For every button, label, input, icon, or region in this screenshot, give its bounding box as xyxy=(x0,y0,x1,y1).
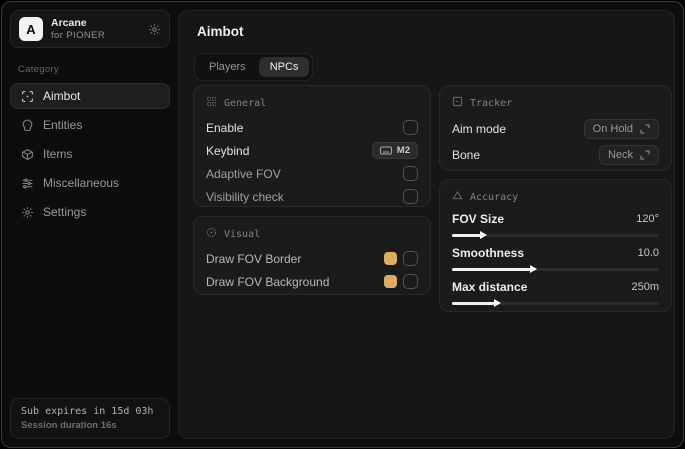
sidebar-item-label: Settings xyxy=(43,205,87,219)
eye-icon xyxy=(206,227,217,241)
panel-title: Accuracy xyxy=(470,191,519,203)
slider-group-max-distance: Max distance 250m xyxy=(452,278,659,308)
enable-checkbox[interactable] xyxy=(403,120,418,135)
sidebar-item-label: Miscellaneous xyxy=(43,176,120,190)
fov-background-color-swatch[interactable] xyxy=(384,275,397,288)
fov-size-slider[interactable] xyxy=(452,231,659,240)
tab-npcs[interactable]: NPCs xyxy=(258,57,310,77)
setting-row-fov-border: Draw FOV Border xyxy=(206,247,418,270)
cube-icon xyxy=(20,148,34,161)
slider-value: 10.0 xyxy=(637,247,659,259)
max-distance-slider[interactable] xyxy=(452,299,659,308)
panel-visual: Visual Draw FOV Border Draw FOV Backgrou… xyxy=(193,216,431,295)
slider-label: Max distance xyxy=(452,280,528,294)
setting-label: Draw FOV Border xyxy=(206,251,302,266)
adaptive-fov-checkbox[interactable] xyxy=(403,166,418,181)
fov-background-checkbox[interactable] xyxy=(403,274,418,289)
subscription-card: Sub expires in 15d 03h Session duration … xyxy=(10,398,170,439)
setting-row-visibility-check: Visibility check xyxy=(206,185,418,208)
slider-thumb[interactable] xyxy=(494,299,502,307)
panel-tracker-header: Tracker xyxy=(452,96,659,110)
brand-subtitle: for PIONER xyxy=(51,29,106,41)
setting-label: Draw FOV Background xyxy=(206,274,330,289)
brand-card: A Arcane for PIONER xyxy=(10,10,170,48)
sidebar: A Arcane for PIONER Category Aimbot xyxy=(2,2,178,447)
visibility-check-checkbox[interactable] xyxy=(403,189,418,204)
category-label: Category xyxy=(18,64,59,75)
panel-general: General Enable Keybind M2 Adaptive FOV V… xyxy=(193,85,431,207)
scan-frame-icon xyxy=(452,96,463,110)
slider-group-smoothness: Smoothness 10.0 xyxy=(452,244,659,274)
setting-label: Adaptive FOV xyxy=(206,166,281,181)
panel-general-header: General xyxy=(206,96,418,110)
setting-label: Enable xyxy=(206,120,244,135)
skull-icon xyxy=(20,119,34,132)
fov-border-checkbox[interactable] xyxy=(403,251,418,266)
bone-select[interactable]: Neck xyxy=(598,145,659,165)
gear-icon xyxy=(20,206,34,219)
grid-icon xyxy=(206,96,217,110)
setting-row-enable: Enable xyxy=(206,116,418,139)
aim-mode-value: On Hold xyxy=(592,123,633,135)
sliders-icon xyxy=(20,177,34,190)
sidebar-item-label: Aimbot xyxy=(43,89,81,103)
panel-title: General xyxy=(224,97,267,109)
setting-label: Visibility check xyxy=(206,189,284,204)
smoothness-slider[interactable] xyxy=(452,265,659,274)
panel-accuracy: Accuracy FOV Size 120° Smoothness 10.0 xyxy=(439,179,672,312)
bone-value: Neck xyxy=(607,149,633,161)
sidebar-item-entities[interactable]: Entities xyxy=(10,112,170,138)
sidebar-nav: Aimbot Entities Items Miscellaneous xyxy=(10,83,170,225)
panel-title: Tracker xyxy=(470,97,513,109)
expand-icon xyxy=(640,124,650,134)
sidebar-item-settings[interactable]: Settings xyxy=(10,199,170,225)
crosshair-scan-icon xyxy=(20,90,34,103)
brand-name: Arcane xyxy=(51,16,87,29)
slider-value: 120° xyxy=(636,213,659,225)
setting-row-bone: Bone Neck xyxy=(452,142,659,168)
setting-row-aim-mode: Aim mode On Hold xyxy=(452,116,659,142)
slider-label: FOV Size xyxy=(452,212,505,226)
setting-row-fov-background: Draw FOV Background xyxy=(206,270,418,293)
sidebar-item-aimbot[interactable]: Aimbot xyxy=(10,83,170,109)
setting-label: Bone xyxy=(452,148,481,162)
panel-title: Visual xyxy=(224,228,261,240)
fov-border-color-swatch[interactable] xyxy=(384,252,397,265)
sidebar-item-label: Items xyxy=(43,147,73,161)
panel-visual-header: Visual xyxy=(206,227,418,241)
keyboard-icon xyxy=(379,146,392,155)
expand-icon xyxy=(640,150,650,160)
sub-expiry-text: Sub expires in 15d 03h xyxy=(21,406,154,417)
aim-mode-select[interactable]: On Hold xyxy=(583,119,659,139)
slider-thumb[interactable] xyxy=(529,265,537,273)
setting-row-keybind: Keybind M2 xyxy=(206,139,418,162)
slider-value: 250m xyxy=(631,281,659,293)
sidebar-item-miscellaneous[interactable]: Miscellaneous xyxy=(10,170,170,196)
brand-text: Arcane for PIONER xyxy=(51,17,140,42)
gear-icon[interactable] xyxy=(148,23,161,36)
app-logo: A xyxy=(19,17,43,41)
keybind-value: M2 xyxy=(396,145,410,156)
page-title: Aimbot xyxy=(197,24,244,39)
slider-label: Smoothness xyxy=(452,246,525,260)
slider-thumb[interactable] xyxy=(479,231,487,239)
session-duration-text: Session duration 16s xyxy=(21,420,117,431)
main-content: Aimbot Players NPCs General Enable Keybi… xyxy=(178,10,675,439)
slider-group-fov-size: FOV Size 120° xyxy=(452,210,659,240)
sidebar-item-items[interactable]: Items xyxy=(10,141,170,167)
keybind-button[interactable]: M2 xyxy=(371,142,418,159)
tab-players[interactable]: Players xyxy=(198,57,257,77)
panel-accuracy-header: Accuracy xyxy=(452,190,659,204)
setting-label: Keybind xyxy=(206,143,250,158)
setting-row-adaptive-fov: Adaptive FOV xyxy=(206,162,418,185)
sidebar-item-label: Entities xyxy=(43,118,83,132)
tab-bar: Players NPCs xyxy=(194,53,314,81)
setting-label: Aim mode xyxy=(452,122,507,136)
triangle-icon xyxy=(452,190,463,204)
panel-tracker: Tracker Aim mode On Hold Bone Neck xyxy=(439,85,672,171)
